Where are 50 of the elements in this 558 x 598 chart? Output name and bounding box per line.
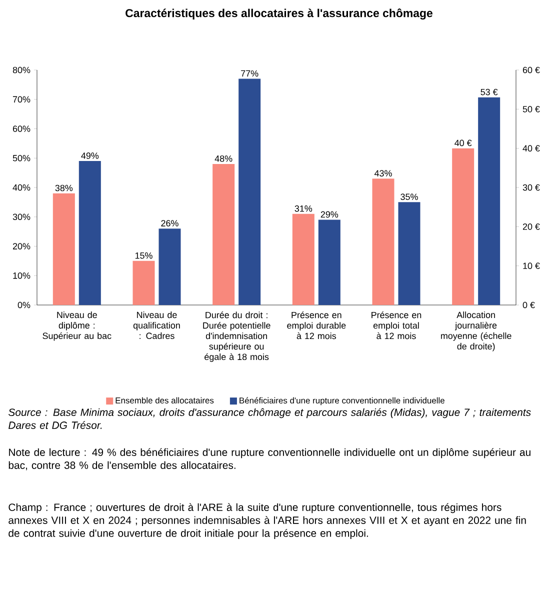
data-label: 40 € <box>454 140 472 146</box>
y2-tick-label: 30 € <box>522 184 540 191</box>
data-label: 77% <box>241 70 258 77</box>
y2-tick-label: 40 € <box>522 145 540 152</box>
bar <box>52 193 75 305</box>
data-label: 43% <box>374 170 392 176</box>
bar <box>78 161 101 305</box>
y2-tick-label: 0 € <box>522 302 535 308</box>
legend-label: Ensemble des allocataires <box>116 397 214 404</box>
y2-tick-label: 50 € <box>522 106 540 112</box>
x-tick-label: Niveau de qualification : Cadres <box>133 312 180 340</box>
y-tick-label: 10% <box>13 272 30 279</box>
y2-tick-label: 60 € <box>522 66 540 74</box>
y-tick-label: 0% <box>18 302 30 308</box>
bar <box>372 178 394 305</box>
data-label: 53 € <box>480 88 498 96</box>
text: Note de lecture : 49 % des bénéficiaires d'une rupture conventionnelle individuelle ont un diplôme supérieur au bac, contre 38 % de l'ensemble des allocataires. <box>8 448 530 470</box>
data-label: 15% <box>135 252 152 259</box>
y-tick-label: 80% <box>12 66 30 74</box>
x-tick-label: Niveau de diplôme : Supérieur au bac <box>42 312 112 341</box>
y-tick-label: 40% <box>12 184 30 191</box>
x-tick-label: Présence en emploi durable à 12 mois <box>287 312 346 340</box>
bar <box>158 228 181 305</box>
y-tick-label: 30% <box>12 214 30 220</box>
legend-label: Bénéficiaires d'une rupture conventionnelle individuelle <box>240 397 444 406</box>
y2-tick-label: 10 € <box>523 262 540 270</box>
x-tick-label: Présence en emploi total à 12 mois <box>372 312 422 340</box>
source-note: Source : Base Minima sociaux, droits d'assurance chômage et parcours salariés (Midas), vague 7 ; traitements Dares et DG Trésor. <box>8 408 531 429</box>
data-label: 26% <box>161 220 178 226</box>
text: Champ : France ; ouvertures de droit à l'ARE à la suite d'une rupture conventionnelle, tous régimes hors annexes VIII et X en 2024 ; personnes indemnisables à l'ARE hors annexes VIII et X et ayant en 2022 une fin de contrat suivie d'une ouverture de droit initiale pour la présence en emploi. <box>8 503 526 539</box>
bar <box>398 202 420 305</box>
y2-tick-label: 20 € <box>522 223 540 230</box>
data-label: 31% <box>294 205 312 212</box>
bar <box>318 220 340 305</box>
data-label: 35% <box>400 194 418 200</box>
bar <box>132 260 155 305</box>
data-label: 29% <box>320 211 338 218</box>
data-label: 48% <box>214 155 232 162</box>
y-tick-label: 60% <box>12 126 30 132</box>
data-label: 49% <box>81 152 99 159</box>
x-tick-label: Durée du droit : Durée potentielle d'indemnisation supérieure ou égale à 18 mois <box>203 312 270 362</box>
y-tick-label: 20% <box>12 243 30 250</box>
x-tick-label: Allocation journalière moyenne (échelle de droite) <box>441 312 512 352</box>
bar <box>292 214 314 305</box>
data-label: 38% <box>55 184 73 192</box>
chart-title: Caractéristiques des allocataires à l'assurance chômage <box>126 8 432 20</box>
y-tick-label: 70% <box>12 96 30 103</box>
bar <box>212 164 235 305</box>
y-tick-label: 50% <box>12 154 30 162</box>
bar <box>238 78 261 305</box>
